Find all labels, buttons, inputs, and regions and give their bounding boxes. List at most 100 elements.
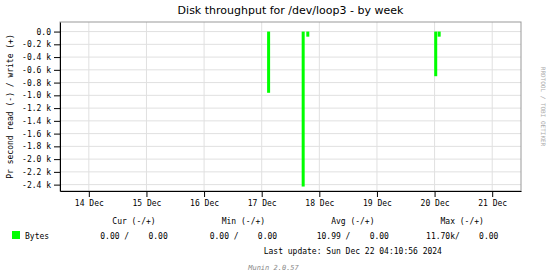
side-label: RRDTOOL / TOBI OETIKER [540,67,547,147]
x-tick-mark [262,191,263,197]
x-tick-mark [319,191,320,197]
y-tick: -0.8 k [22,79,60,88]
bar [302,32,305,187]
x-tick-mark [492,191,493,197]
bar [267,32,270,93]
y-tick: -0.4 k [22,53,60,62]
grid-line [261,22,262,191]
y-axis-line [60,23,61,192]
grid-line [60,57,521,58]
x-tick-label: 21 Dec [478,199,507,208]
marks [267,32,441,187]
x-tick-label: 16 Dec [190,199,219,208]
bar [434,32,437,77]
x-tick-label: 14 Dec [75,199,104,208]
x-tick-label: 18 Dec [305,199,334,208]
y-tick: -1.8 k [22,142,60,151]
grid-line [60,120,521,121]
grid [60,22,521,191]
y-tick: -2.4 k [22,181,60,190]
plot: 0.0 -0.2 k -0.4 k -0.6 k -0.8 k -1.0 k -1.2 k -… [22,22,521,208]
y-tick-mark [54,95,60,96]
x-tick: 16 Dec [190,191,219,208]
x-tick: 21 Dec [478,191,507,208]
y-tick: -1.0 k [22,91,60,100]
y-tick-label: 0.0 [37,28,52,37]
x-tick-label: 19 Dec [363,199,392,208]
x-tick: 15 Dec [132,191,161,208]
y-tick-mark [54,57,60,58]
y-tick-label: -1.6 k [22,130,51,139]
x-tick: 19 Dec [363,191,392,208]
grid-line [204,22,205,191]
x-tick-mark [435,191,436,197]
legend-label: Bytes [25,232,49,241]
x-tick-label: 20 Dec [421,199,450,208]
grid-line [492,22,493,191]
y-tick: -2.2 k [22,168,60,177]
grid-line [60,95,521,96]
y-tick-label: -0.6 k [22,66,51,75]
grid-line [60,184,521,185]
x-tick-mark [146,191,147,197]
y-tick: -1.4 k [22,117,60,126]
y-axis-title: Pr second read (-) / write (+) [6,34,15,179]
y-tick: -0.6 k [22,66,60,75]
stats-value: 0.00 / 0.00 [210,232,278,241]
y-tick-mark [54,159,60,160]
legend: Bytes [12,231,49,241]
stats-value: 11.70k/ 0.00 [426,232,498,241]
stats-header: Max (-/+) [441,217,484,226]
x-tick: 17 Dec [248,191,277,208]
x-tick-mark [377,191,378,197]
grid-line [60,159,521,160]
y-tick-mark [54,146,60,147]
x-axis: 14 Dec 15 Dec 16 Dec 17 Dec 18 Dec 19 Dec 20 D… [61,191,522,208]
grid-line [60,44,521,45]
grid-line [60,31,521,32]
y-axis: 0.0 -0.2 k -0.4 k -0.6 k -0.8 k -1.0 k -1.2 k -… [22,23,60,192]
grid-line [60,69,521,70]
y-tick-mark [54,134,60,135]
y-tick-mark [54,185,60,186]
y-tick-label: -1.4 k [22,117,51,126]
bar [306,32,309,37]
title: Disk throughput for /dev/loop3 - by week [178,4,404,17]
grid-line [60,133,521,134]
grid-line [88,22,89,191]
x-tick: 20 Dec [421,191,450,208]
y-tick-label: -0.2 k [22,40,51,49]
x-tick-label: 17 Dec [248,199,277,208]
y-tick-mark [54,121,60,122]
grid-line [60,146,521,147]
y-tick-label: -1.8 k [22,142,51,151]
y-tick-label: -2.4 k [22,181,51,190]
plot-frame [60,22,521,191]
last-update: Last update: Sun Dec 22 04:10:56 2024 [264,247,442,256]
bar [438,32,441,37]
y-tick: -0.2 k [22,40,60,49]
stats-header: Avg (-/+) [331,217,374,226]
stats-header: Min (-/+) [222,217,265,226]
version-label: Munin 2.0.57 [247,264,299,272]
grid-line [60,171,521,172]
x-tick-label: 15 Dec [132,199,161,208]
x-tick-mark [204,191,205,197]
y-tick-label: -0.8 k [22,79,51,88]
y-tick-label: -1.2 k [22,104,51,113]
y-tick-mark [54,108,60,109]
stats-value: 10.99 / 0.00 [317,232,389,241]
y-tick-mark [54,44,60,45]
y-tick: -1.6 k [22,130,60,139]
stats-value: 0.00 / 0.00 [100,232,168,241]
legend-swatch [12,231,20,239]
x-tick: 18 Dec [305,191,334,208]
y-tick-mark [54,172,60,173]
stats-header: Cur (-/+) [112,217,155,226]
chart: 0.0 -0.2 k -0.4 k -0.6 k -0.8 k -1.0 k -1.2 k -… [0,0,547,275]
y-tick: -1.2 k [22,104,60,113]
x-axis-line [61,191,522,192]
y-tick-mark [54,32,60,33]
x-tick-mark [89,191,90,197]
y-tick: 0.0 [37,28,60,37]
